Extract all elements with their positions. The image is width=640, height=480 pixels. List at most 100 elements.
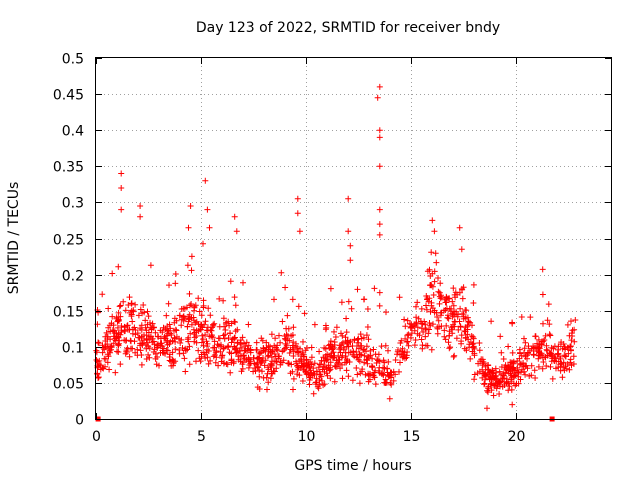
data-point <box>449 298 456 305</box>
data-point <box>434 314 441 320</box>
data-point <box>102 333 109 340</box>
data-point <box>458 332 465 339</box>
data-point <box>295 349 301 356</box>
data-point <box>476 368 483 375</box>
data-point <box>535 336 542 343</box>
data-point <box>470 281 477 288</box>
data-point <box>496 378 503 385</box>
data-point <box>257 350 264 356</box>
data-point <box>405 331 412 338</box>
data-point <box>496 368 503 375</box>
data-point <box>109 327 116 334</box>
data-point <box>452 294 459 301</box>
data-point <box>382 376 389 383</box>
data-point <box>479 356 486 363</box>
data-point <box>322 345 329 352</box>
data-point <box>157 327 164 334</box>
data-point <box>300 338 306 345</box>
data-point <box>143 356 150 362</box>
outlier-point <box>137 203 144 209</box>
data-point <box>441 327 448 334</box>
data-point <box>146 345 153 352</box>
data-point <box>542 354 549 361</box>
data-point <box>129 318 136 325</box>
data-point <box>253 339 260 346</box>
data-point <box>184 336 191 343</box>
data-point <box>178 322 185 329</box>
data-point <box>423 302 429 309</box>
data-point <box>431 278 438 285</box>
y-tick-label: 0.15 <box>53 305 84 321</box>
data-point <box>354 371 361 378</box>
data-point <box>395 347 401 353</box>
data-point <box>475 360 482 367</box>
data-point <box>426 320 433 326</box>
data-point <box>361 359 368 366</box>
data-point <box>446 345 453 352</box>
data-point <box>423 306 430 313</box>
data-point <box>220 345 227 351</box>
data-point <box>294 345 301 351</box>
data-point <box>413 314 420 321</box>
data-point <box>197 326 204 333</box>
data-point <box>193 333 200 339</box>
data-point <box>561 343 568 350</box>
data-point <box>371 285 378 292</box>
data-point <box>153 361 160 368</box>
data-point <box>365 370 372 377</box>
data-point <box>464 322 471 329</box>
data-point <box>290 375 297 382</box>
outlier-point <box>347 257 354 264</box>
data-point <box>363 343 370 350</box>
data-point <box>212 359 219 366</box>
data-point <box>210 321 217 328</box>
data-point <box>372 351 379 358</box>
data-point <box>284 312 291 319</box>
data-point <box>404 338 411 345</box>
data-point <box>226 322 233 329</box>
outlier-point <box>376 127 383 134</box>
data-point <box>163 312 170 319</box>
data-point <box>115 349 122 355</box>
data-point <box>397 340 404 346</box>
outlier-point <box>484 405 490 412</box>
data-point <box>481 371 488 378</box>
data-point <box>402 335 409 342</box>
data-point <box>201 321 208 328</box>
data-point <box>238 368 245 375</box>
data-point <box>184 323 191 330</box>
data-point <box>434 330 441 337</box>
data-point <box>245 321 252 328</box>
data-point <box>260 345 267 351</box>
data-point <box>386 395 393 402</box>
data-point <box>357 370 364 377</box>
data-point <box>132 327 139 333</box>
data-point <box>186 290 193 297</box>
data-point <box>115 263 122 270</box>
data-point <box>211 352 218 358</box>
data-point <box>232 334 238 341</box>
data-point <box>306 381 313 388</box>
data-point <box>190 314 197 321</box>
data-point <box>276 332 282 339</box>
data-point <box>205 360 212 367</box>
data-point <box>559 374 566 381</box>
data-point <box>227 278 234 285</box>
data-point <box>107 328 114 335</box>
data-point <box>381 379 388 386</box>
data-point <box>435 275 441 281</box>
data-point <box>327 285 334 292</box>
data-point <box>505 343 512 350</box>
data-point <box>101 346 108 353</box>
data-point <box>384 369 391 376</box>
data-point <box>427 308 434 315</box>
data-point <box>286 350 293 356</box>
data-point <box>290 348 297 355</box>
data-point <box>199 332 206 339</box>
y-tick-label: 0 <box>75 413 84 429</box>
data-point <box>193 327 200 334</box>
data-point <box>329 354 336 361</box>
data-point <box>497 333 504 340</box>
data-point <box>431 268 438 275</box>
data-point <box>570 353 577 360</box>
